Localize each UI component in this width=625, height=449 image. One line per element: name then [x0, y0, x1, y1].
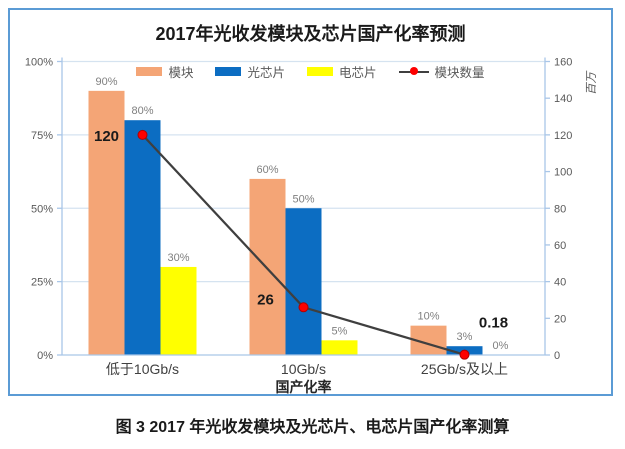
line-marker-module-count	[298, 302, 309, 313]
bar-module	[88, 90, 125, 355]
figure-caption: 图 3 2017 年光收发模块及光芯片、电芯片国产化率测算	[115, 419, 510, 436]
bar-label-electrical-chip: 30%	[167, 252, 189, 264]
legend-swatch-module	[136, 67, 163, 76]
x-axis-title: 国产化率	[276, 379, 332, 394]
chart-canvas: 90% 60% 10% 80% 50% 3% 30% 5% 0% 0% 25% 50% 75% 100% 0…	[25, 57, 598, 395]
right-axis-tick-label: 0	[554, 350, 560, 362]
line-value-label: 120	[94, 128, 119, 145]
legend-item-electrical-chip: 电芯片	[307, 62, 377, 81]
legend-label-electrical-chip: 电芯片	[339, 66, 377, 80]
right-axis-tick-label: 140	[554, 93, 572, 105]
legend-item-module-count: 模块数量	[398, 62, 485, 81]
legend-item-module: 模块	[136, 62, 193, 81]
right-axis-tick-label: 160	[554, 57, 572, 69]
category-label: 25Gb/s及以上	[421, 361, 508, 377]
legend-label-optical-chip: 光芯片	[247, 66, 285, 80]
bar-optical-chip	[285, 208, 322, 355]
left-axis-tick-label: 75%	[31, 130, 53, 142]
bar-label-module: 10%	[417, 311, 439, 323]
bar-label-module: 60%	[256, 164, 278, 176]
bar-module	[249, 178, 286, 355]
bar-label-module: 90%	[95, 76, 117, 88]
line-value-label: 0.18	[479, 315, 508, 332]
line-marker-module-count	[137, 129, 148, 140]
left-axis-tick-label: 25%	[31, 277, 53, 289]
right-axis-tick-label: 60	[554, 240, 566, 252]
right-axis-tick-label: 120	[554, 130, 572, 142]
right-axis-tick-label: 20	[554, 313, 566, 325]
bar-electrical-chip	[321, 340, 358, 355]
bar-label-optical-chip: 80%	[131, 105, 153, 117]
chart-title: 2017年光收发模块及芯片国产化率预测	[155, 24, 466, 44]
legend-label-module: 模块	[168, 66, 194, 80]
bar-label-electrical-chip: 5%	[332, 325, 348, 337]
left-axis-tick-label: 0%	[37, 350, 53, 362]
category-label: 低于10Gb/s	[106, 361, 179, 377]
line-value-label: 26	[257, 291, 274, 308]
legend-item-optical-chip: 光芯片	[215, 62, 285, 81]
bar-label-electrical-chip: 0%	[493, 340, 509, 352]
right-axis-tick-label: 80	[554, 203, 566, 215]
legend-label-module-count: 模块数量	[434, 66, 485, 80]
legend-swatch-electrical-chip	[307, 67, 333, 76]
chart-legend: 模块 光芯片 电芯片 模块数量	[10, 62, 611, 81]
left-axis-tick-label: 50%	[31, 203, 53, 215]
line-marker-module-count	[459, 349, 470, 360]
legend-line-dot	[409, 67, 418, 75]
bar-optical-chip	[124, 120, 161, 355]
right-axis-unit-label: 百万	[585, 71, 598, 95]
chart-figure: 2017年光收发模块及芯片国产化率预测 模块 光芯片 电芯片 模块数量 90% 60% 1…	[8, 8, 613, 396]
bar-electrical-chip	[160, 266, 197, 355]
left-axis-tick-label: 100%	[25, 57, 53, 69]
bar-label-optical-chip: 50%	[292, 193, 314, 205]
right-axis-tick-label: 100	[554, 167, 572, 179]
right-axis-tick-label: 40	[554, 277, 566, 289]
bar-label-optical-chip: 3%	[457, 331, 473, 343]
legend-marker-module-count	[398, 67, 429, 76]
category-label: 10Gb/s	[281, 361, 326, 377]
legend-swatch-optical-chip	[215, 67, 242, 76]
